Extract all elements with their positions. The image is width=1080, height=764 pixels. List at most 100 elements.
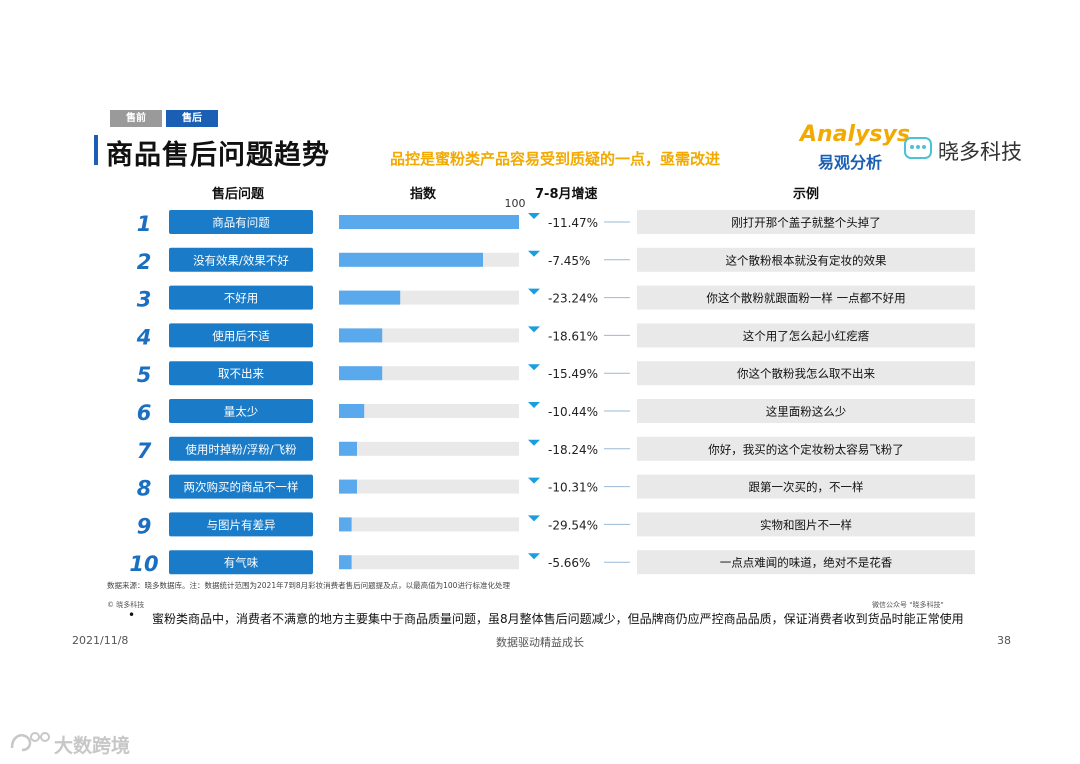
bar <box>339 328 383 343</box>
analysys-logo: Analysys <box>800 122 910 147</box>
category-label-box <box>169 247 313 272</box>
growth-value: -10.44% <box>548 405 598 419</box>
category-label: 有气味 <box>224 556 259 570</box>
bar <box>339 441 357 456</box>
bar-track <box>339 328 519 343</box>
down-arrow-icon <box>528 326 540 333</box>
bar <box>339 252 483 267</box>
example-text: 这个用了怎么起小红疙瘩 <box>743 329 870 343</box>
category-label: 量太少 <box>224 405 259 419</box>
wechat-note: 微信公众号 "晓多科技" <box>872 601 944 609</box>
xiaoduo-logo: 晓多科技 <box>938 140 1022 164</box>
category-label-box <box>169 399 313 423</box>
example-box <box>637 361 975 386</box>
growth-value: -11.47% <box>548 216 598 230</box>
example-text: 你好，我买的这个定妆粉太容易飞粉了 <box>708 442 904 456</box>
category-label: 取不出来 <box>218 367 264 381</box>
rank-number: 9 <box>137 514 152 538</box>
down-arrow-icon <box>528 364 540 371</box>
category-label-box <box>169 512 313 537</box>
conclusion-text: 蜜粉类商品中，消费者不满意的地方主要集中于商品质量问题，虽8月整体售后问题减少，… <box>152 612 964 626</box>
bar-track <box>339 441 519 456</box>
category-label-box <box>169 436 313 461</box>
down-arrow-icon <box>528 288 540 295</box>
bar-track <box>339 366 519 381</box>
down-arrow-icon <box>528 439 540 446</box>
example-box <box>637 436 975 461</box>
rank-number: 3 <box>137 288 152 312</box>
category-label-box <box>169 361 313 386</box>
example-box <box>637 323 975 348</box>
tab-after-sale[interactable]: 售后 <box>166 110 218 127</box>
tab-pre-sale[interactable]: 售前 <box>110 110 162 127</box>
rank-number: 4 <box>136 325 152 349</box>
down-arrow-icon <box>528 515 540 522</box>
watermark-logo-icon <box>10 732 50 752</box>
rank-number: 2 <box>137 250 152 274</box>
down-arrow-icon <box>528 402 540 408</box>
example-box <box>637 399 975 423</box>
bar <box>339 479 357 494</box>
page-number: 38 <box>997 634 1011 647</box>
bar-track <box>339 404 519 418</box>
bullet-mark: • <box>128 608 136 622</box>
footer-slogan: 数据驱动精益成长 <box>496 636 584 649</box>
header-index: 指数 <box>410 187 437 202</box>
example-text: 这里面粉这么少 <box>766 405 847 419</box>
bar-track <box>339 517 519 532</box>
example-text: 跟第一次买的，不一样 <box>749 480 864 494</box>
down-arrow-icon <box>528 553 540 560</box>
category-label: 使用后不适 <box>212 329 270 343</box>
callout-text: 品控是蜜粉类产品容易受到质疑的一点，亟需改进 <box>390 150 721 168</box>
example-box <box>637 247 975 272</box>
bar <box>339 555 352 570</box>
category-label-box <box>169 550 313 575</box>
down-arrow-icon <box>528 477 540 484</box>
example-box <box>637 512 975 537</box>
category-label: 与图片有差异 <box>207 518 276 532</box>
rank-number: 10 <box>129 552 158 576</box>
bar-track <box>339 479 519 494</box>
growth-value: -18.24% <box>548 443 598 457</box>
down-arrow-icon <box>528 250 540 257</box>
example-box <box>637 210 975 234</box>
title-accent-bar <box>94 135 98 165</box>
growth-value: -23.24% <box>548 292 598 306</box>
example-text: 一点点难闻的味道，绝对不是花香 <box>720 556 893 570</box>
example-text: 这个散粉根本就没有定妆的效果 <box>726 253 887 267</box>
header-growth: 7-8月增速 <box>535 187 598 202</box>
category-label: 没有效果/效果不好 <box>193 253 289 267</box>
rank-number: 8 <box>137 477 152 501</box>
header-problem: 售后问题 <box>212 187 265 202</box>
category-label-box <box>169 474 313 499</box>
page-title: 商品售后问题趋势 <box>106 140 330 171</box>
source-note: 数据来源：晓多数据库。注：数据统计范围为2021年7到8月彩妆消费者售后问题提及… <box>107 581 510 590</box>
category-label: 商品有问题 <box>212 216 270 230</box>
rank-number: 7 <box>137 439 152 463</box>
category-label-box <box>169 210 313 234</box>
down-arrow-icon <box>528 213 540 219</box>
analysys-logo-cn: 易观分析 <box>818 153 883 172</box>
growth-value: -15.49% <box>548 367 598 381</box>
rank-number: 5 <box>137 363 152 387</box>
example-text: 实物和图片不一样 <box>760 518 852 532</box>
bar <box>339 517 352 532</box>
category-label: 使用时掉粉/浮粉/飞粉 <box>185 442 297 456</box>
category-label: 两次购买的商品不一样 <box>184 480 299 494</box>
example-text: 刚打开那个盖子就整个头掉了 <box>731 216 881 230</box>
bar <box>339 290 401 305</box>
category-label-box <box>169 285 313 310</box>
example-text: 你这个散粉我怎么取不出来 <box>737 367 875 381</box>
growth-value: -5.66% <box>548 556 590 570</box>
rank-number: 6 <box>137 401 152 425</box>
example-box <box>637 285 975 310</box>
report-date: 2021/11/8 <box>72 634 129 647</box>
index-max-tick: 100 <box>505 197 526 210</box>
example-box <box>637 474 975 499</box>
copyright: © 晓多科技 <box>107 601 145 609</box>
growth-value: -29.54% <box>548 518 598 532</box>
watermark-text: 大数跨境 <box>54 735 131 757</box>
category-label-box <box>169 323 313 348</box>
example-text: 你这个散粉就跟面粉一样 一点都不好用 <box>706 291 905 305</box>
